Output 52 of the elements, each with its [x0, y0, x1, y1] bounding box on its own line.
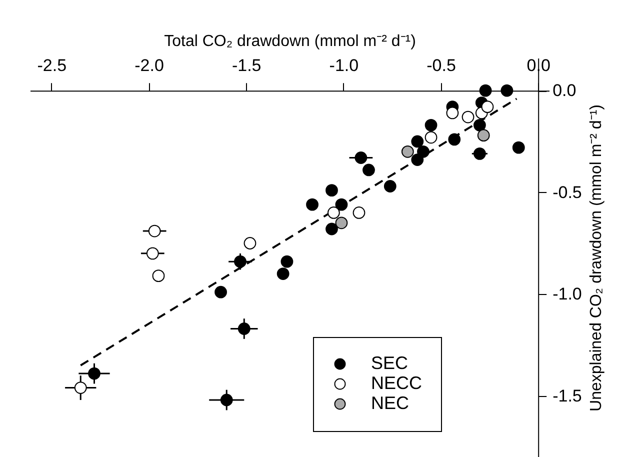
point	[481, 100, 494, 114]
point	[352, 206, 366, 219]
y-tick-label: -0.5	[552, 182, 582, 202]
point	[148, 224, 161, 238]
point	[234, 255, 246, 268]
point	[88, 367, 100, 380]
x-tick-label: -0.5	[426, 56, 456, 76]
point	[335, 198, 348, 211]
point	[327, 206, 340, 219]
point	[479, 84, 492, 97]
point	[354, 152, 368, 164]
point	[417, 145, 430, 158]
x-tick-label: -2.5	[37, 56, 67, 76]
y-tick-label: 0.0	[552, 81, 576, 100]
point	[401, 145, 414, 158]
point	[411, 135, 424, 148]
y-tick-label: -1.0	[552, 284, 582, 304]
point	[473, 118, 486, 132]
point	[306, 198, 318, 211]
point	[335, 216, 348, 230]
legend-label: NECC	[371, 373, 422, 393]
point	[146, 247, 159, 260]
x-tick-label: -2.0	[134, 56, 164, 76]
legend-label: SEC	[371, 353, 408, 373]
point	[244, 237, 256, 250]
point	[280, 255, 294, 268]
point	[152, 270, 165, 282]
point	[500, 84, 514, 97]
x-tick-label: -1.0	[329, 56, 359, 76]
y-tick-label: -1.5	[552, 386, 582, 406]
x-axis-title: Total CO₂ drawdown (mmol m⁻² d⁻¹)	[164, 33, 416, 50]
point	[362, 164, 375, 176]
x-tick-label: -1.5	[232, 56, 262, 76]
point	[326, 222, 338, 236]
point	[74, 382, 87, 394]
point	[462, 110, 474, 124]
point	[326, 184, 338, 197]
point	[411, 154, 424, 166]
point	[424, 131, 438, 144]
point	[477, 129, 490, 142]
point	[448, 133, 461, 146]
legend-label: NEC	[371, 393, 410, 413]
point	[276, 268, 290, 280]
point	[446, 106, 459, 120]
point	[220, 394, 233, 406]
point	[238, 322, 250, 335]
point	[424, 118, 438, 132]
point	[384, 180, 396, 192]
y-axis-title: Unexplained CO₂ drawdown (mmol m⁻² d⁻¹)	[588, 104, 605, 412]
point	[214, 286, 227, 298]
point	[512, 141, 525, 154]
point	[473, 147, 486, 160]
